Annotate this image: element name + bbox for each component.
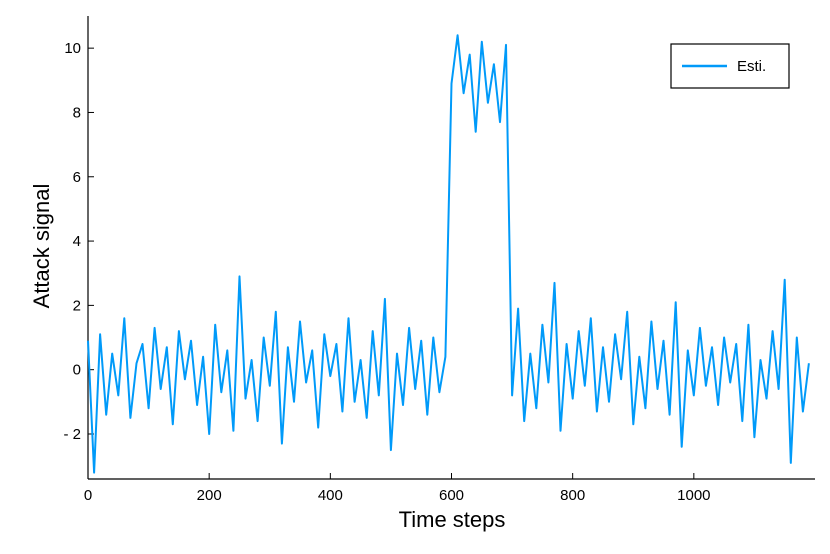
x-tick-label: 800 [560,487,585,504]
legend: Esti. [670,43,790,89]
y-tick-label: 10 [64,40,81,57]
y-tick-label: - 2 [63,426,81,443]
x-axis-title: Time steps [399,507,506,532]
y-axis-ticks: - 2 0 2 4 6 8 10 [63,40,94,443]
x-axis-ticks: 0 200 400 600 800 1000 [84,473,711,504]
y-tick-label: 4 [73,233,81,250]
x-tick-label: 0 [84,487,92,504]
y-tick-label: 6 [73,169,81,186]
legend-label: Esti. [737,58,766,75]
series-layer [87,34,810,474]
y-tick-label: 2 [73,297,81,314]
series-line-esti [87,34,810,474]
y-axis-title: Attack signal [29,184,54,309]
y-tick-label: 0 [73,362,81,379]
x-tick-label: 600 [439,487,464,504]
x-tick-label: 400 [318,487,343,504]
y-tick-label: 8 [73,104,81,121]
x-tick-label: 1000 [677,487,710,504]
x-tick-label: 200 [197,487,222,504]
